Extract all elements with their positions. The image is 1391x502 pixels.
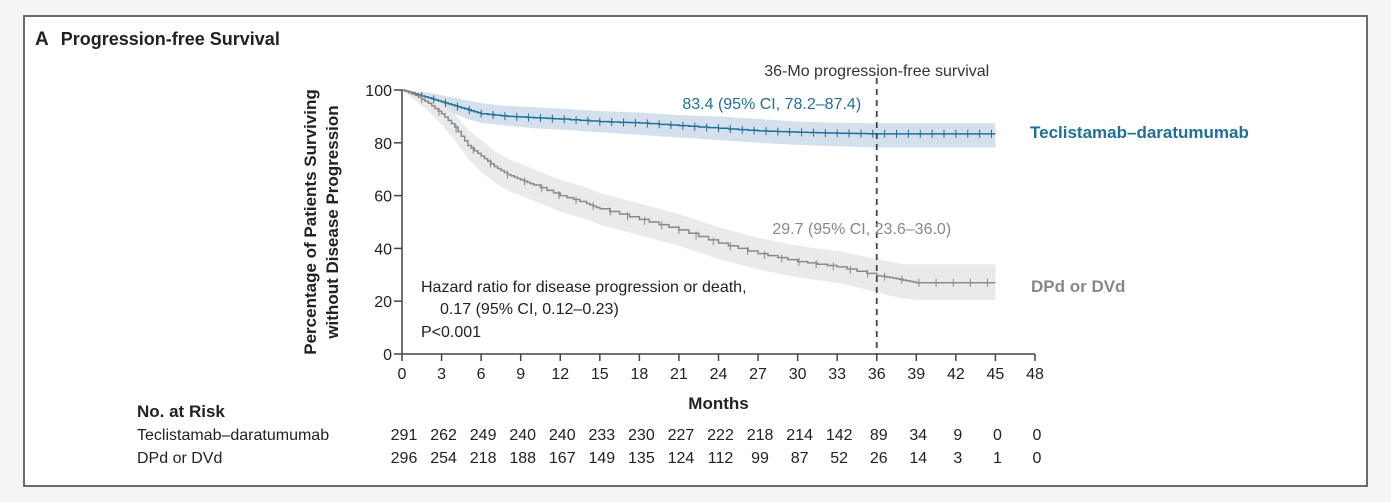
x-tick-label: 21 — [670, 366, 688, 383]
at-risk-header: No. at Risk — [137, 402, 225, 421]
x-tick-label: 48 — [1026, 366, 1044, 383]
at-risk-value: 240 — [548, 427, 576, 444]
at-risk-value: 188 — [509, 450, 537, 467]
dpd-36mo-annotation: 29.7 (95% CI, 23.6–36.0) — [772, 221, 951, 238]
at-risk-value: 296 — [390, 450, 418, 467]
at-risk-value: 34 — [909, 427, 928, 444]
at-risk-value: 3 — [953, 450, 963, 467]
y-axis-title-line: Percentage of Patients Surviving — [301, 89, 320, 354]
x-tick-label: 33 — [828, 366, 846, 383]
panel-title-text: Progression-free Survival — [60, 29, 280, 49]
hazard-ratio-ci: 0.17 (95% CI, 0.12–0.23) — [440, 301, 619, 318]
x-tick-label: 3 — [437, 366, 446, 383]
x-tick-label: 18 — [630, 366, 648, 383]
x-tick-label: 6 — [477, 366, 486, 383]
at-risk-value: 9 — [953, 427, 963, 444]
teclistamab-36mo-annotation: 83.4 (95% CI, 78.2–87.4) — [682, 96, 861, 113]
at-risk-value: 1 — [992, 450, 1002, 467]
y-tick-label: 60 — [374, 189, 392, 206]
x-tick-label: 12 — [551, 366, 569, 383]
x-tick-label: 42 — [947, 366, 965, 383]
y-tick-label: 40 — [374, 241, 392, 258]
x-tick-label: 27 — [749, 366, 767, 383]
at-risk-row-label: Teclistamab–daratumumab — [137, 427, 330, 444]
at-risk-value: 0 — [1032, 450, 1042, 467]
at-risk-value: 218 — [746, 427, 774, 444]
x-tick-label: 9 — [516, 366, 525, 383]
km-curve-0 — [402, 89, 996, 135]
at-risk-value: 249 — [469, 427, 497, 444]
km-curve-1 — [402, 89, 996, 284]
at-risk-value: 254 — [430, 450, 457, 467]
at-risk-value: 52 — [830, 450, 849, 467]
y-tick-label: 20 — [374, 294, 392, 311]
y-tick-label: 0 — [383, 347, 392, 364]
at-risk-value: 240 — [509, 427, 537, 444]
x-tick-label: 24 — [710, 366, 728, 383]
at-risk-value: 149 — [588, 450, 616, 467]
at-risk-value: 214 — [786, 427, 813, 444]
at-risk-value: 0 — [1032, 427, 1042, 444]
x-tick-label: 45 — [987, 366, 1005, 383]
at-risk-value: 291 — [390, 427, 418, 444]
at-risk-value: 99 — [751, 450, 769, 467]
at-risk-value: 218 — [469, 450, 497, 467]
at-risk-value: 26 — [869, 450, 888, 467]
legend-dpd-dvd: DPd or DVd — [1031, 277, 1125, 296]
p-value: P<0.001 — [421, 324, 481, 341]
x-tick-label: 30 — [789, 366, 807, 383]
y-axis-title-line: without Disease Progression — [323, 105, 342, 339]
at-risk-value: 222 — [707, 427, 734, 444]
panel-title: A Progression-free Survival — [35, 29, 280, 51]
at-risk-value: 233 — [588, 427, 616, 444]
y-tick-label: 100 — [365, 83, 392, 100]
at-risk-value: 112 — [707, 450, 734, 467]
at-risk-value: 167 — [548, 450, 576, 467]
at-risk-value: 14 — [909, 450, 928, 467]
at-risk-value: 227 — [667, 427, 695, 444]
hazard-ratio-text: Hazard ratio for disease progression or … — [421, 279, 747, 296]
legend-teclistamab: Teclistamab–daratumumab — [1030, 123, 1249, 142]
x-axis-title: Months — [688, 394, 748, 413]
reference-line-label: 36-Mo progression-free survival — [764, 63, 989, 80]
at-risk-value: 87 — [790, 450, 809, 467]
x-tick-label: 0 — [398, 366, 407, 383]
at-risk-value: 142 — [825, 427, 853, 444]
x-tick-label: 15 — [591, 366, 609, 383]
panel-letter: A — [35, 29, 49, 50]
x-tick-label: 39 — [907, 366, 925, 383]
at-risk-value: 230 — [628, 427, 655, 444]
at-risk-value: 89 — [869, 427, 888, 444]
at-risk-value: 124 — [667, 450, 695, 467]
at-risk-value: 135 — [628, 450, 655, 467]
at-risk-row-label: DPd or DVd — [137, 450, 223, 467]
y-tick-label: 80 — [374, 136, 392, 153]
at-risk-value: 262 — [430, 427, 457, 444]
x-tick-label: 36 — [868, 366, 886, 383]
at-risk-value: 0 — [992, 427, 1002, 444]
